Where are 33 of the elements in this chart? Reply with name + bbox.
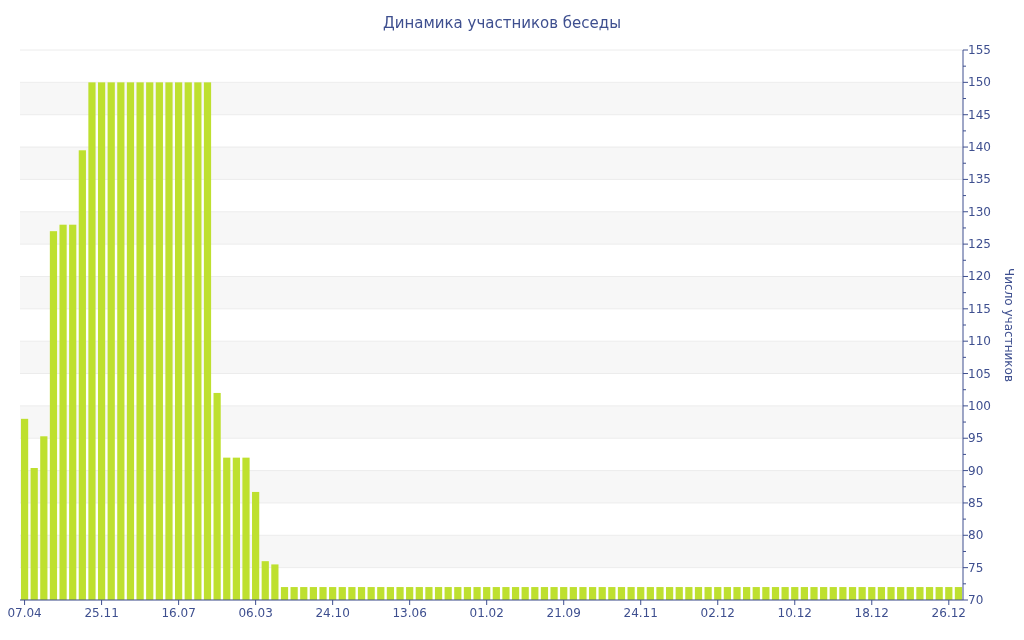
y-tick-label: 155	[968, 43, 991, 57]
y-tick-label: 120	[968, 269, 991, 284]
y-tick-label: 80	[968, 528, 984, 543]
x-tick-label: 07.04	[7, 606, 42, 620]
y-tick-label: 145	[968, 107, 991, 122]
x-tick-label: 13.06	[392, 606, 427, 620]
x-tick-label: 16.07	[161, 606, 196, 620]
y-tick-label: 85	[968, 495, 984, 510]
x-tick-label: 24.11	[623, 606, 658, 620]
chart-title: Динамика участников беседы	[382, 14, 622, 32]
x-tick-label: 26.12	[931, 606, 966, 620]
x-tick-label: 06.03	[238, 606, 273, 620]
y-tick-label: 150	[968, 75, 991, 90]
y-tick-label: 135	[968, 172, 991, 187]
x-tick-label: 21.09	[546, 606, 581, 620]
x-tick-label: 01.02	[469, 606, 504, 620]
y-tick-label: 105	[968, 366, 991, 381]
x-tick-label: 10.12	[777, 606, 812, 620]
y-tick-label: 130	[968, 204, 991, 219]
x-tick-label: 25.11	[84, 606, 119, 620]
y-tick-label: 140	[968, 140, 991, 155]
x-tick-label: 02.12	[700, 606, 735, 620]
y-tick-label: 125	[968, 237, 991, 252]
y-axis-title: Число участников	[1002, 268, 1016, 382]
y-tick-label: 95	[968, 431, 984, 446]
x-tick-label: 18.12	[854, 606, 889, 620]
x-tick-label: 24.10	[315, 606, 350, 620]
y-tick-label: 70	[968, 593, 984, 607]
y-tick-label: 115	[968, 301, 991, 316]
y-tick-label: 90	[968, 463, 984, 478]
y-tick-label: 100	[968, 398, 991, 413]
y-tick-label: 75	[968, 560, 984, 575]
y-tick-label: 110	[968, 334, 991, 349]
